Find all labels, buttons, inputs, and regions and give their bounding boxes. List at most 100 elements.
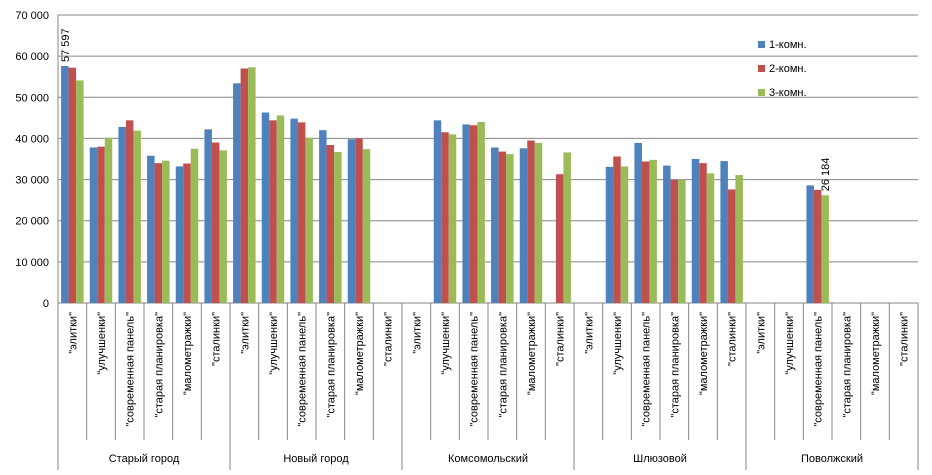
- bar: [269, 120, 277, 303]
- legend-label: 2-комн.: [769, 63, 807, 75]
- category-label: "старая планировка": [841, 312, 853, 418]
- y-tick-label: 20 000: [15, 216, 49, 228]
- category-label: "современная панель": [813, 312, 825, 427]
- bar: [147, 155, 155, 303]
- bar: [519, 148, 528, 303]
- category-label: "сталинки": [727, 312, 739, 366]
- bar: [162, 160, 170, 303]
- category-label: "элитки": [239, 312, 251, 354]
- bar: [727, 189, 736, 303]
- bar: [563, 152, 571, 303]
- category-label: "сталинки": [899, 312, 911, 366]
- bar: [290, 118, 298, 304]
- category-label: "малометражки": [526, 312, 538, 395]
- bar: [276, 115, 285, 303]
- y-tick-label: 10 000: [15, 257, 49, 269]
- bar: [735, 175, 743, 303]
- bar: [720, 161, 728, 303]
- group-label: Шлюзовой: [633, 453, 687, 465]
- bar: [190, 148, 199, 303]
- bar: [555, 174, 564, 303]
- y-tick-label: 40 000: [15, 133, 49, 145]
- bar: [334, 152, 342, 303]
- bar: [678, 179, 686, 303]
- bar: [355, 138, 363, 303]
- bar: [297, 122, 306, 303]
- bar: [204, 129, 212, 303]
- group-label: Комсомольский: [448, 453, 528, 465]
- bar: [605, 166, 614, 303]
- y-tick-label: 50 000: [15, 92, 49, 104]
- bar: [211, 142, 220, 303]
- category-label: "современная панель": [297, 312, 309, 427]
- category-label: "улучшенки": [612, 312, 624, 375]
- y-tick-label: 70 000: [15, 10, 49, 22]
- bar: [498, 151, 507, 303]
- bar: [97, 146, 105, 303]
- bar: [175, 166, 184, 303]
- data-label: 26 184: [820, 158, 832, 192]
- bar: [305, 137, 313, 303]
- bar: [319, 130, 327, 303]
- category-label: "улучшенки": [96, 312, 108, 375]
- bar: [154, 163, 163, 303]
- category-label: "улучшенки": [268, 312, 280, 375]
- category-label: "сталинки": [555, 312, 567, 366]
- legend-swatch: [758, 89, 765, 96]
- bar: [433, 120, 442, 303]
- bar: [491, 147, 499, 303]
- bar: [183, 163, 191, 303]
- legend-label: 3-комн.: [769, 87, 807, 99]
- bar: [248, 67, 256, 303]
- category-label: "сталинки": [211, 312, 223, 366]
- bar: [462, 124, 470, 303]
- category-label: "современная панель": [641, 312, 653, 427]
- category-label: "современная панель": [125, 312, 137, 427]
- bar: [68, 67, 77, 303]
- bar: [613, 156, 621, 303]
- bar: [663, 165, 671, 303]
- bar: [89, 147, 98, 303]
- legend-swatch: [758, 41, 765, 48]
- group-label: Новый город: [283, 453, 349, 465]
- category-label: "старая планировка": [669, 312, 681, 418]
- legend-label: 1-комн.: [769, 39, 807, 51]
- bar: [649, 159, 657, 303]
- category-label: "малометражки": [698, 312, 710, 395]
- bar: [240, 68, 249, 303]
- category-label: "элитки": [67, 312, 79, 354]
- bar: [477, 121, 485, 303]
- bar: [821, 195, 829, 303]
- bar: [634, 142, 642, 303]
- group-label: Поволжский: [801, 453, 863, 465]
- bar: [76, 80, 84, 303]
- bar: [61, 66, 69, 304]
- bar: [104, 137, 113, 303]
- category-label: "современная панель": [469, 312, 481, 427]
- group-label: Старый город: [109, 453, 180, 465]
- category-label: "малометражки": [182, 312, 194, 395]
- bar: [813, 189, 822, 303]
- legend-swatch: [758, 65, 765, 72]
- category-label: "старая планировка": [497, 312, 509, 418]
- bar: [219, 150, 227, 303]
- bar: [527, 140, 535, 303]
- category-label: "старая планировка": [153, 312, 165, 418]
- bar: [118, 126, 126, 303]
- bar: [261, 112, 270, 303]
- category-label: "улучшенки": [440, 312, 452, 375]
- bar: [699, 163, 707, 303]
- bar: [233, 83, 241, 303]
- category-label: "улучшенки": [784, 312, 796, 375]
- y-tick-label: 30 000: [15, 175, 49, 187]
- bar: [806, 185, 814, 303]
- category-label: "малометражки": [870, 312, 882, 395]
- bar: [125, 120, 134, 303]
- bar: [534, 142, 543, 303]
- category-label: "элитки": [411, 312, 423, 354]
- category-label: "малометражки": [354, 312, 366, 395]
- bar: [620, 166, 629, 303]
- y-tick-label: 60 000: [15, 51, 49, 63]
